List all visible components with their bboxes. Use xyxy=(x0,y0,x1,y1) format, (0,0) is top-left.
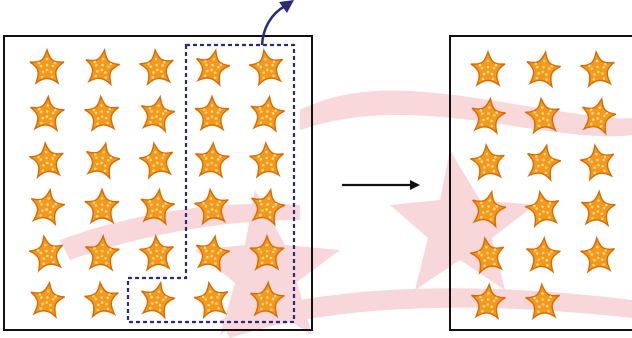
starfish-icon xyxy=(248,141,286,178)
starfish-icon xyxy=(27,279,68,319)
starfish-icon xyxy=(136,278,179,320)
starfish-icon xyxy=(469,282,507,320)
starfish-icon xyxy=(524,282,562,320)
starfish-icon xyxy=(138,234,176,271)
starfish-icon xyxy=(191,46,234,87)
starfish-icon xyxy=(192,187,232,225)
starfish-icon xyxy=(81,139,124,180)
starfish-icon xyxy=(83,94,121,132)
starfish-icon xyxy=(467,187,510,229)
starfish-icon xyxy=(579,189,617,227)
starfish-icon xyxy=(577,94,620,136)
starfish-icon xyxy=(193,141,231,178)
starfish-icon xyxy=(522,141,565,182)
curved-arrow-icon xyxy=(260,0,294,46)
starfish-icon xyxy=(578,49,618,88)
starfish-icon xyxy=(579,236,617,273)
starfish-icon xyxy=(136,93,178,133)
starfish-icon xyxy=(248,280,286,318)
starfish-icon xyxy=(246,185,289,227)
starfish-icon xyxy=(191,232,233,273)
starfish-icon xyxy=(137,47,177,86)
starfish-icon xyxy=(136,139,178,180)
starfish-icon xyxy=(468,95,509,135)
starfish-icon xyxy=(247,93,288,133)
starfish-icon xyxy=(467,234,509,275)
starfish-icon xyxy=(26,186,68,226)
left-star-grid xyxy=(26,46,289,320)
starfish-icon xyxy=(194,95,230,131)
starfish-icon xyxy=(191,279,233,319)
right-star-grid xyxy=(467,49,620,320)
starfish-icon xyxy=(29,49,65,84)
starfish-icon xyxy=(83,234,121,271)
starfish-icon xyxy=(137,186,178,226)
starfish-icon xyxy=(577,141,619,182)
starfish-icon xyxy=(522,188,564,228)
right-panel-frame xyxy=(449,35,632,331)
starfish-icon xyxy=(523,96,563,134)
starfish-icon xyxy=(468,142,508,181)
starfish-icon xyxy=(523,49,564,88)
starfish-icon xyxy=(82,280,122,318)
left-panel-frame xyxy=(3,35,313,331)
starfish-icon xyxy=(82,47,123,86)
starfish-icon xyxy=(84,188,120,224)
starfish-icon xyxy=(28,94,66,132)
starfish-icon xyxy=(470,51,506,86)
starfish-icon xyxy=(27,140,67,179)
starfish-icon xyxy=(249,235,285,270)
starfish-icon xyxy=(26,232,68,273)
selection-outline xyxy=(126,43,296,324)
starfish-icon xyxy=(246,46,288,87)
starfish-icon xyxy=(524,236,562,273)
